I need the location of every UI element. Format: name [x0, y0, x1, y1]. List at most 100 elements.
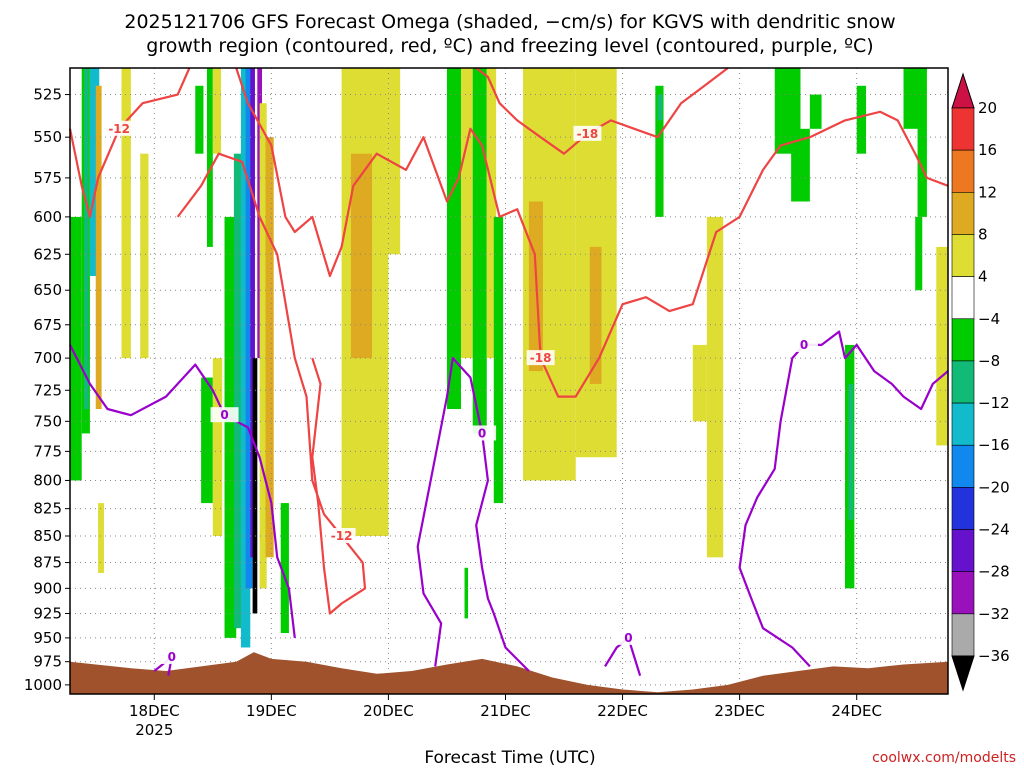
y-tick-label: 625	[33, 245, 62, 263]
colorbar-label: −12	[978, 394, 1010, 412]
y-tick-label: 650	[33, 281, 62, 299]
x-tick-label: 24DEC	[831, 702, 882, 720]
omega-shade-cell	[791, 128, 810, 202]
omega-shade-cell	[95, 85, 102, 410]
omega-shade-cell	[265, 137, 274, 558]
terrain-surface	[70, 652, 948, 694]
omega-shade-cell	[461, 68, 473, 359]
colorbar-bin	[951, 276, 975, 320]
dgz-contour-line	[235, 67, 949, 398]
colorbar-top-arrow	[951, 72, 975, 109]
freezing-contour-line	[69, 344, 296, 639]
colorbar-bin	[951, 192, 975, 235]
x-tick-label: 20DEC	[363, 702, 414, 720]
colorbar-bin	[951, 487, 975, 530]
omega-shade-cell	[589, 246, 602, 384]
colorbar-label: −8	[978, 352, 1000, 370]
colorbar-label: 12	[978, 183, 997, 201]
omega-shade-cell	[70, 216, 82, 481]
freezing-contour-line	[738, 330, 949, 668]
freezing-contour-label: 0	[800, 338, 808, 352]
omega-shade-cell	[280, 503, 289, 634]
colorbar-label: 4	[978, 268, 988, 286]
omega-shade-cell	[121, 68, 131, 359]
x-tick-sublabel: 2025	[135, 721, 173, 739]
title-line-2: growth region (contoured, red, ºC) and f…	[146, 35, 873, 57]
y-tick-label: 900	[33, 579, 62, 597]
freezing-contour-label: 0	[220, 408, 228, 422]
colorbar-label: −32	[978, 605, 1010, 623]
colorbar-label: −24	[978, 521, 1010, 539]
colorbar-label: −16	[978, 436, 1010, 454]
y-tick-label: 750	[33, 412, 62, 430]
dgz-contour-label-bg	[105, 120, 134, 136]
y-tick-label: 775	[33, 442, 62, 460]
omega-shade-cell	[98, 503, 104, 573]
colorbar-bin	[951, 402, 975, 446]
colorbar-bin	[951, 444, 975, 488]
colorbar-bottom-arrow	[951, 655, 975, 692]
omega-shade-cell	[692, 344, 707, 422]
dgz-contour-line	[176, 152, 367, 615]
omega-shade-cell	[252, 358, 258, 614]
x-tick-label: 18DEC	[129, 702, 180, 720]
dgz-contour-label: -12	[331, 529, 353, 543]
y-tick-label: 550	[33, 128, 62, 146]
omega-shade-cell	[206, 68, 213, 247]
credit-text: coolwx.com/modelts	[872, 750, 1016, 766]
x-tick-label: 23DEC	[714, 702, 765, 720]
omega-shade-cell	[493, 216, 504, 504]
y-tick-label: 825	[33, 500, 62, 518]
title-line-1: 2025121706 GFS Forecast Omega (shaded, −…	[124, 11, 895, 33]
omega-shading	[70, 68, 948, 648]
y-tick-label: 875	[33, 554, 62, 572]
freezing-contour-label: 0	[478, 426, 486, 440]
y-tick-label: 725	[33, 381, 62, 399]
omega-shade-cell	[464, 567, 469, 619]
dgz-contour-label: -18	[530, 351, 552, 365]
y-tick-label: 950	[33, 629, 62, 647]
x-tick-label: 22DEC	[597, 702, 648, 720]
plot-frame	[69, 67, 949, 695]
colorbar-label: −36	[978, 647, 1010, 665]
colorbar-label: 20	[978, 99, 997, 117]
x-tick-label: 19DEC	[246, 702, 297, 720]
dgz-contour-label-bg	[573, 125, 602, 141]
omega-shade-cell	[706, 216, 724, 558]
freezing-contour-label-bg	[157, 648, 186, 664]
omega-shade-cell	[486, 68, 497, 359]
freezing-contour-label: 0	[624, 631, 632, 645]
x-axis-label: Forecast Time (UTC)	[424, 748, 595, 768]
omega-shade-cell	[809, 94, 822, 129]
colorbar-bin	[951, 613, 975, 657]
colorbar-label: −4	[978, 310, 1000, 328]
y-tick-label: 925	[33, 604, 62, 622]
y-tick-label: 850	[33, 527, 62, 545]
x-tick-label: 21DEC	[480, 702, 531, 720]
dgz-contour-label-bg	[327, 527, 356, 543]
omega-shade-cell	[655, 85, 664, 217]
omega-shade-cell	[84, 68, 89, 410]
colorbar-bin	[951, 149, 975, 193]
colorbar-bin	[951, 360, 975, 404]
freezing-contour-label-bg	[790, 336, 819, 352]
y-tick-label: 675	[33, 316, 62, 334]
colorbar-label: −20	[978, 478, 1010, 496]
colorbar-bin	[951, 234, 975, 277]
omega-shade-cell	[915, 216, 923, 291]
omega-shade-cell	[903, 68, 923, 129]
omega-shade-cell	[917, 68, 927, 217]
omega-shade-cell	[224, 216, 237, 638]
colorbar: 20 16 12 8 4 −4 −8 −12 −16 −20 −24 −28 −32 −36	[951, 72, 1010, 692]
omega-shade-cell	[250, 68, 255, 558]
dgz-contour-line	[68, 67, 191, 218]
omega-shade-cell	[259, 103, 267, 589]
freezing-contour-line	[416, 357, 530, 672]
omega-shade-cell	[936, 246, 948, 446]
colorbar-bin	[951, 571, 975, 615]
omega-shade-cell	[245, 68, 253, 589]
omega-shade-cell	[472, 68, 487, 434]
colorbar-bin	[951, 107, 975, 151]
